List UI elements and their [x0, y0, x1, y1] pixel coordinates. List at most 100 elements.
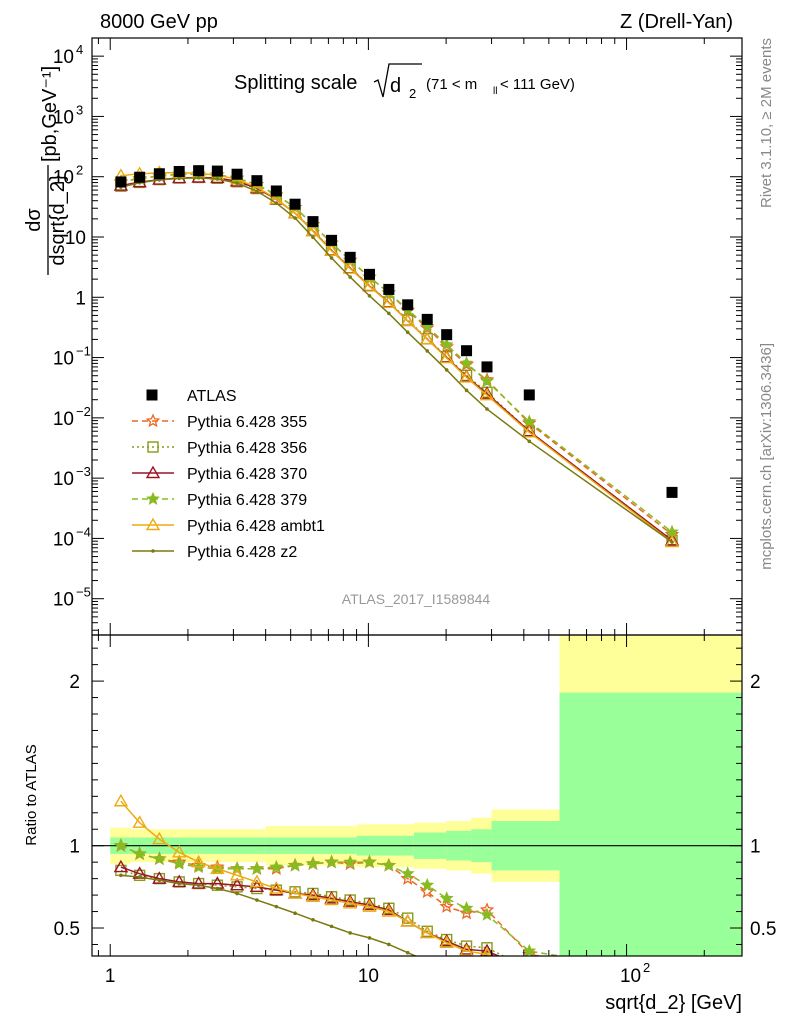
data-point	[362, 899, 377, 912]
y-tick-exp: 2	[76, 163, 83, 178]
data-point	[459, 942, 474, 955]
y-tick-base: 10	[53, 47, 74, 68]
ratio-line	[120, 800, 494, 956]
data-point	[367, 294, 372, 298]
data-point	[348, 931, 352, 935]
data-point	[210, 861, 225, 874]
y-tick-label: 10 −3	[53, 464, 91, 490]
series-ratio	[113, 838, 565, 956]
series-main	[113, 166, 680, 541]
data-point	[113, 793, 129, 807]
data-point	[147, 441, 159, 453]
y-tick-label: 10 −5	[53, 585, 91, 611]
title-symbol: d	[390, 75, 401, 97]
analysis-id-label: ATLAS_2017_I1589844	[342, 591, 491, 607]
x-tick-label: 10	[358, 966, 379, 987]
data-point	[342, 261, 358, 274]
atlas-point	[251, 175, 263, 187]
data-point	[132, 846, 147, 860]
data-point	[305, 889, 321, 902]
data-point	[381, 904, 397, 917]
data-point	[480, 373, 494, 388]
ratio-tick-label-left: 0.5	[54, 919, 80, 940]
data-point	[343, 854, 358, 869]
y-tick-exp: −5	[76, 585, 91, 600]
ratio-line	[120, 874, 418, 956]
data-point	[362, 897, 377, 911]
atlas-point	[134, 171, 146, 183]
ratio-tick-label-right: 1	[750, 837, 761, 858]
sqrt-sign-icon	[373, 63, 422, 98]
data-point	[274, 201, 279, 205]
x-axis-label: sqrt{d_2} [GeV]	[605, 992, 742, 1014]
data-point	[387, 311, 391, 316]
atlas-point	[421, 313, 433, 325]
y-tick-base: 10	[53, 349, 74, 370]
data-point	[288, 858, 303, 872]
data-point	[367, 936, 372, 940]
data-point	[459, 355, 474, 370]
data-point	[479, 387, 495, 401]
data-point	[177, 881, 181, 886]
x-tick-label: 10 2	[620, 960, 650, 987]
atlas-point	[344, 251, 356, 263]
y-tick-label: 10 2	[53, 163, 83, 189]
data-point	[191, 854, 206, 868]
data-point	[400, 870, 415, 885]
y-tick-label: 10 −4	[53, 524, 91, 550]
x-tick-text: 1	[105, 966, 116, 987]
x-tick-exp: 2	[643, 960, 650, 975]
ylabel-denominator: dsqrt{d_2}	[47, 174, 69, 266]
data-point	[311, 917, 315, 922]
data-point	[132, 815, 147, 828]
atlas-point	[666, 486, 678, 498]
legend: ATLAS Pythia 6.428 355 Pythia 6.428 356 Pyt…	[132, 388, 325, 561]
data-point	[152, 851, 167, 865]
ratio-tick-label-left: 2	[69, 672, 80, 693]
data-point	[152, 831, 167, 845]
x-tick-label: 1	[105, 966, 116, 987]
data-point	[269, 881, 284, 894]
data-point	[425, 959, 429, 963]
data-point	[342, 894, 358, 907]
data-point	[229, 877, 245, 891]
series-ratio	[113, 793, 494, 956]
y-tick-label: 10 3	[53, 102, 83, 128]
ratio-y-label: Ratio to ATLAS	[23, 744, 40, 845]
data-point	[400, 313, 415, 327]
data-point	[215, 886, 220, 891]
data-point	[196, 176, 201, 180]
data-point	[287, 886, 303, 899]
series-line	[120, 173, 673, 533]
process-label: Z (Drell-Yan)	[620, 11, 733, 33]
data-point	[481, 946, 493, 956]
data-point	[329, 924, 334, 929]
data-point	[459, 370, 474, 383]
y-tick-exp: −2	[76, 404, 91, 419]
y-tick-exp: −3	[76, 464, 91, 479]
atlas-point	[211, 165, 223, 177]
data-point	[387, 942, 391, 947]
data-point	[152, 871, 167, 884]
title-range-left: (71 < m	[426, 76, 477, 93]
atlas-point	[115, 176, 127, 188]
legend-label: Pythia 6.428 z2	[187, 544, 297, 561]
ratio-line	[120, 866, 501, 956]
y-tick-exp: 4	[76, 42, 83, 57]
data-point	[485, 407, 489, 411]
data-point	[439, 898, 455, 913]
legend-item: Pythia 6.428 379	[132, 491, 307, 509]
series-main	[119, 176, 674, 544]
series-main	[113, 165, 680, 548]
ylabel-numerator: dσ	[23, 208, 45, 232]
data-point	[269, 859, 284, 874]
legend-label: ATLAS	[187, 388, 237, 405]
data-point	[400, 914, 415, 927]
data-point	[527, 439, 532, 444]
legend-label: Pythia 6.428 ambt1	[187, 518, 325, 535]
legend-item: Pythia 6.428 370	[132, 465, 307, 483]
main-y-label: dσ dsqrt{d_2} [pb,GeV⁻¹]	[23, 66, 69, 275]
legend-marker	[146, 389, 158, 401]
data-point	[255, 189, 259, 193]
